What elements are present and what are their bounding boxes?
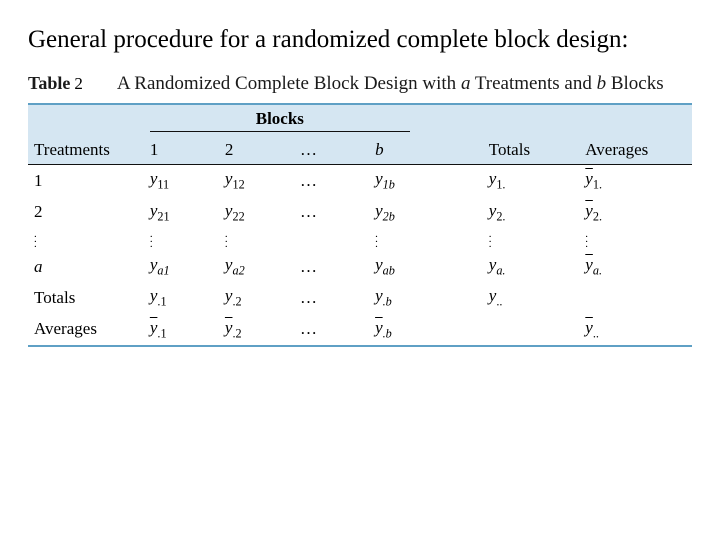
row-total-sub: 1. — [496, 178, 505, 192]
row-total-sub: a. — [496, 263, 505, 277]
cell-sub: a2 — [232, 263, 244, 277]
caption-mid: Treatments and — [470, 73, 596, 94]
col-total-sub: .1 — [157, 295, 166, 309]
row-total-sub: 2. — [496, 209, 505, 223]
cell-sub: ab — [383, 263, 395, 277]
table-row-averages: Averages y.1 y.2 … y.b y.. — [28, 314, 692, 346]
row-avg: y — [585, 255, 593, 274]
table-caption-row: Table 2 A Randomized Complete Block Desi… — [28, 73, 692, 103]
caption-pre: A Randomized Complete Block Design with — [117, 73, 461, 94]
col-avg-sub: .b — [383, 326, 392, 340]
col-total: y — [375, 286, 383, 305]
grand-total-sub: .. — [496, 295, 502, 309]
col-total-sub: .2 — [232, 295, 241, 309]
row-label-a: a — [28, 251, 144, 282]
rcbd-table: Blocks Treatments 1 2 … b Totals Average… — [28, 103, 692, 347]
cell-dots: … — [294, 197, 369, 228]
row-avg: y — [585, 201, 593, 220]
cell-sub: 2b — [383, 209, 395, 223]
table-row: 1 y11 y12 … y1b y1. y1. — [28, 165, 692, 197]
grand-avg: y — [585, 318, 593, 337]
table-label-word: Table — [28, 73, 70, 93]
cell: y — [375, 169, 383, 188]
table-label-number: 2 — [74, 74, 83, 93]
caption-b: b — [597, 73, 607, 94]
cell-sub: 11 — [157, 178, 169, 192]
row-label-totals: Totals — [28, 282, 144, 313]
row-label-2: 2 — [28, 197, 144, 228]
cell: y — [375, 255, 383, 274]
row-label-1: 1 — [28, 165, 144, 197]
cell-dots: … — [294, 282, 369, 313]
cell-sub: a1 — [157, 263, 169, 277]
row-avg-sub: 1. — [593, 178, 602, 192]
cell-sub: 21 — [157, 209, 169, 223]
page-title: General procedure for a randomized compl… — [28, 24, 692, 55]
cell-sub: 1b — [383, 178, 395, 192]
col-header-totals: Totals — [483, 136, 580, 165]
row-avg-sub: 2. — [593, 209, 602, 223]
blocks-header-cell: Blocks — [144, 104, 444, 136]
cell-sub: 12 — [232, 178, 244, 192]
table-row-vdots: ... ... ... ... ... ... — [28, 228, 692, 251]
row-avg-sub: a. — [593, 263, 602, 277]
col-header-dots: … — [294, 136, 369, 165]
caption-a: a — [461, 73, 471, 94]
table-row: 2 y21 y22 … y2b y2. y2. — [28, 197, 692, 228]
col-header-b: b — [369, 136, 444, 165]
cell-dots: … — [294, 314, 369, 346]
col-total-sub: .b — [383, 295, 392, 309]
cell: y — [375, 201, 383, 220]
col-header-averages: Averages — [579, 136, 692, 165]
cell-sub: 22 — [232, 209, 244, 223]
caption-post: Blocks — [606, 73, 664, 94]
blocks-header: Blocks — [150, 109, 410, 132]
table-row: a ya1 ya2 … yab ya. ya. — [28, 251, 692, 282]
col-avg: y — [375, 318, 383, 337]
col-header-1: 1 — [144, 136, 219, 165]
col-avg-sub: .1 — [157, 326, 166, 340]
col-header-2: 2 — [219, 136, 294, 165]
col-header-treatments: Treatments — [28, 136, 144, 165]
cell-dots: … — [294, 251, 369, 282]
row-avg: y — [585, 169, 593, 188]
table-row-totals: Totals y.1 y.2 … y.b y.. — [28, 282, 692, 313]
table-caption: A Randomized Complete Block Design with … — [117, 73, 664, 95]
row-label-averages: Averages — [28, 314, 144, 346]
cell-dots: … — [294, 165, 369, 197]
grand-avg-sub: .. — [593, 326, 599, 340]
col-avg-sub: .2 — [232, 326, 241, 340]
